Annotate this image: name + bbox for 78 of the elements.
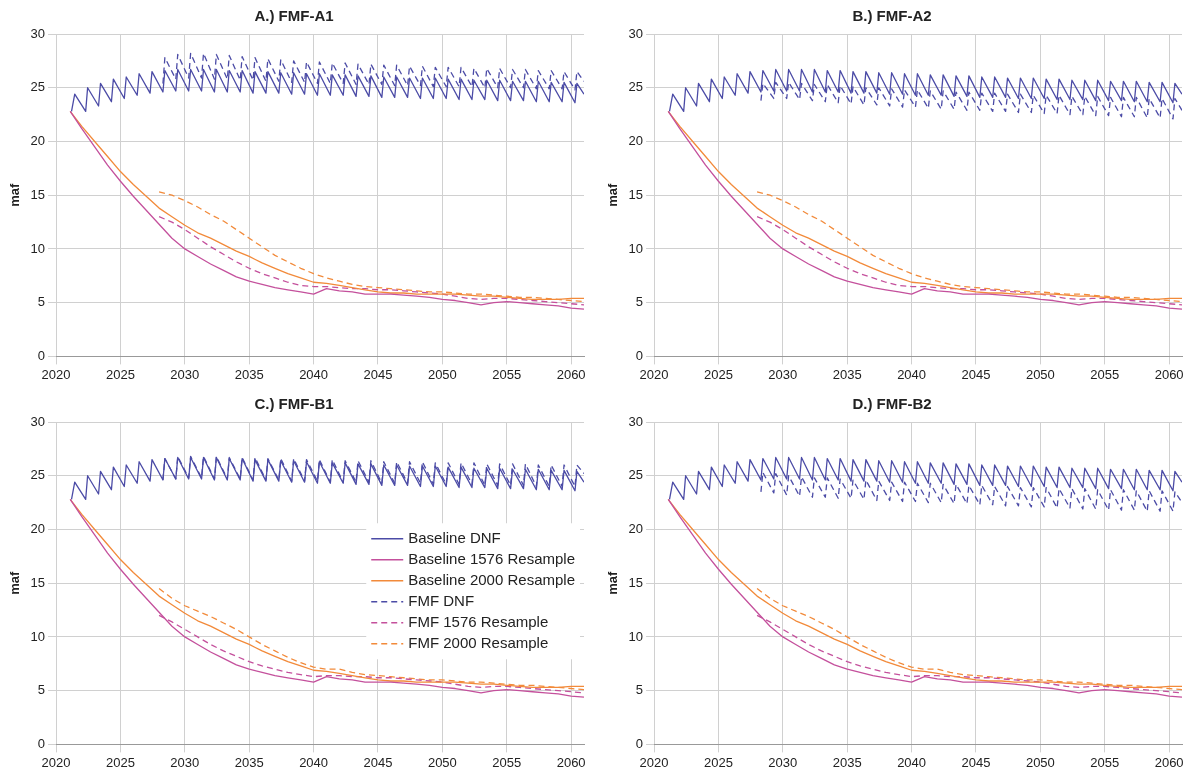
y-tick-label: 10 — [30, 628, 46, 644]
x-tick-label: 2050 — [1025, 754, 1055, 770]
chart-title: B.) FMF-A2 — [852, 7, 932, 25]
legend-label: FMF 1576 Resample — [408, 612, 549, 630]
x-tick-label: 2050 — [427, 366, 457, 382]
y-tick-label: 0 — [635, 735, 644, 751]
y-tick-label: 15 — [628, 186, 644, 202]
y-tick-label: 10 — [628, 240, 644, 256]
x-tick-label: 2025 — [703, 754, 733, 770]
x-tick-label: 2020 — [639, 366, 669, 382]
x-tick-label: 2055 — [1090, 754, 1120, 770]
x-tick-label: 2060 — [556, 754, 586, 770]
y-tick-label: 20 — [30, 133, 46, 149]
x-tick-label: 2060 — [1154, 754, 1184, 770]
y-tick-label: 25 — [628, 79, 644, 95]
y-tick-label: 0 — [37, 347, 46, 363]
x-tick-label: 2050 — [427, 754, 457, 770]
x-tick-label: 2030 — [170, 366, 200, 382]
legend-label: Baseline 2000 Resample — [408, 570, 576, 588]
chart-title: D.) FMF-B2 — [852, 395, 932, 413]
y-tick-label: 20 — [628, 521, 644, 537]
y-axis-title: maf — [7, 182, 23, 207]
y-tick-label: 0 — [635, 347, 644, 363]
x-tick-label: 2025 — [703, 366, 733, 382]
y-axis-title: maf — [605, 182, 621, 207]
x-tick-label: 2030 — [170, 754, 200, 770]
legend-label: Baseline 1576 Resample — [408, 549, 576, 567]
x-tick-label: 2055 — [492, 754, 522, 770]
y-tick-label: 25 — [30, 79, 46, 95]
legend-label: FMF DNF — [408, 591, 475, 609]
y-tick-label: 5 — [37, 294, 46, 310]
x-tick-label: 2055 — [1090, 366, 1120, 382]
x-tick-label: 2020 — [41, 754, 71, 770]
x-tick-label: 2040 — [299, 754, 329, 770]
y-axis-title: maf — [605, 570, 621, 595]
y-tick-label: 30 — [628, 413, 644, 429]
x-tick-label: 2020 — [639, 754, 669, 770]
x-tick-label: 2055 — [492, 366, 522, 382]
y-tick-label: 25 — [628, 467, 644, 483]
y-tick-label: 15 — [30, 186, 46, 202]
x-tick-label: 2030 — [768, 366, 798, 382]
x-tick-label: 2040 — [897, 366, 927, 382]
y-tick-label: 5 — [635, 294, 644, 310]
x-tick-label: 2050 — [1025, 366, 1055, 382]
x-tick-label: 2020 — [41, 366, 71, 382]
chart-title: A.) FMF-A1 — [254, 7, 334, 25]
x-tick-label: 2035 — [832, 366, 862, 382]
y-tick-label: 5 — [37, 682, 46, 698]
x-tick-label: 2035 — [234, 366, 264, 382]
y-tick-label: 5 — [635, 682, 644, 698]
y-tick-label: 15 — [628, 574, 644, 590]
y-tick-label: 30 — [30, 25, 46, 41]
legend-label: Baseline DNF — [408, 528, 501, 546]
x-tick-label: 2045 — [961, 754, 991, 770]
y-tick-label: 25 — [30, 467, 46, 483]
x-tick-label: 2040 — [299, 366, 329, 382]
x-tick-label: 2035 — [832, 754, 862, 770]
x-tick-label: 2030 — [768, 754, 798, 770]
y-tick-label: 20 — [30, 521, 46, 537]
y-tick-label: 15 — [30, 574, 46, 590]
x-tick-label: 2045 — [363, 754, 393, 770]
legend-label: FMF 2000 Resample — [408, 633, 549, 651]
x-tick-label: 2040 — [897, 754, 927, 770]
x-tick-label: 2045 — [961, 366, 991, 382]
y-tick-label: 30 — [628, 25, 644, 41]
x-tick-label: 2060 — [556, 366, 586, 382]
x-tick-label: 2060 — [1154, 366, 1184, 382]
y-tick-label: 0 — [37, 735, 46, 751]
y-tick-label: 10 — [628, 628, 644, 644]
x-tick-label: 2025 — [105, 754, 135, 770]
x-tick-label: 2035 — [234, 754, 264, 770]
y-tick-label: 20 — [628, 133, 644, 149]
y-axis-title: maf — [7, 570, 23, 595]
x-tick-label: 2025 — [105, 366, 135, 382]
y-tick-label: 30 — [30, 413, 46, 429]
y-tick-label: 10 — [30, 240, 46, 256]
chart-title: C.) FMF-B1 — [254, 395, 334, 413]
x-tick-label: 2045 — [363, 366, 393, 382]
